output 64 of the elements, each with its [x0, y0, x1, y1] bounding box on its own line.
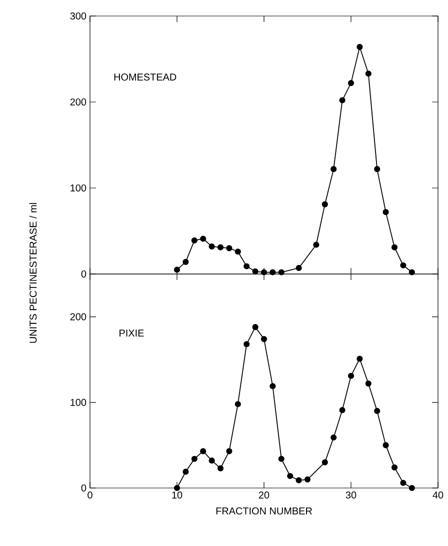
point — [339, 407, 346, 414]
x-tick-label: 30 — [346, 492, 356, 499]
x-axis-title: FRACTION NUMBER — [216, 507, 312, 514]
y-tick-label: 100 — [70, 184, 86, 192]
point — [296, 264, 302, 272]
y-tick-label: 100 — [70, 398, 86, 406]
point — [234, 401, 241, 408]
point — [356, 356, 363, 362]
point — [408, 484, 415, 492]
x-tick-label: 10 — [172, 492, 182, 499]
text: HOMESTEAD — [114, 74, 176, 81]
point — [208, 458, 215, 464]
point — [174, 484, 180, 492]
point — [191, 237, 198, 244]
point — [182, 468, 189, 475]
point — [365, 380, 372, 387]
point — [244, 341, 250, 348]
point — [226, 245, 232, 252]
point — [226, 448, 232, 454]
point — [191, 456, 198, 462]
point — [339, 97, 346, 104]
point — [330, 434, 337, 441]
y-tick-label: 200 — [70, 313, 86, 320]
point — [200, 448, 206, 454]
point — [365, 70, 372, 77]
point — [400, 262, 406, 268]
point — [296, 477, 302, 484]
point — [200, 236, 206, 242]
point — [391, 464, 398, 470]
point — [270, 383, 276, 390]
x-tick-label: 0 — [88, 492, 92, 499]
y-axis-title: UNITS PECTINESTERASE / ml — [29, 203, 37, 343]
point — [382, 209, 389, 216]
point — [356, 44, 363, 50]
point — [287, 472, 294, 480]
point — [174, 266, 180, 273]
y-tick-label: 200 — [70, 98, 86, 106]
y-tick-label: 0 — [81, 270, 86, 278]
text: PIXIE — [120, 330, 144, 336]
point — [374, 166, 380, 172]
point — [244, 263, 250, 270]
point — [217, 244, 224, 250]
point — [348, 80, 354, 86]
point — [330, 166, 337, 172]
point — [322, 459, 328, 466]
point — [304, 476, 311, 482]
point — [391, 244, 398, 250]
x-tick-label: 40 — [432, 492, 444, 499]
y-tick-label: 300 — [70, 12, 86, 20]
point — [182, 258, 189, 265]
point — [252, 324, 258, 330]
point — [374, 408, 380, 414]
point — [400, 480, 406, 486]
point — [313, 242, 320, 248]
point — [208, 243, 215, 250]
point — [234, 248, 241, 255]
point — [382, 442, 389, 448]
point — [348, 372, 354, 379]
point — [260, 336, 268, 342]
x-tick-label: 20 — [258, 492, 270, 499]
point — [278, 456, 284, 462]
y-tick-label: 0 — [81, 484, 86, 492]
point — [322, 201, 328, 208]
point — [217, 465, 224, 472]
